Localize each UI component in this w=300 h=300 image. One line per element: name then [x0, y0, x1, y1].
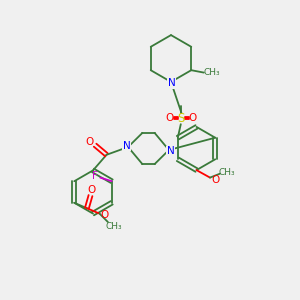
Text: O: O [211, 175, 219, 185]
Text: O: O [166, 113, 174, 123]
Text: CH₃: CH₃ [106, 222, 122, 231]
Text: CH₃: CH₃ [218, 168, 235, 177]
Text: N: N [123, 141, 130, 151]
Text: O: O [189, 113, 197, 123]
Text: N: N [167, 146, 174, 156]
Text: O: O [85, 136, 94, 147]
Text: CH₃: CH₃ [203, 68, 220, 77]
Text: O: O [88, 185, 96, 195]
Text: S: S [178, 112, 185, 125]
Text: F: F [92, 171, 98, 181]
Text: N: N [168, 78, 176, 88]
Text: O: O [101, 210, 109, 220]
